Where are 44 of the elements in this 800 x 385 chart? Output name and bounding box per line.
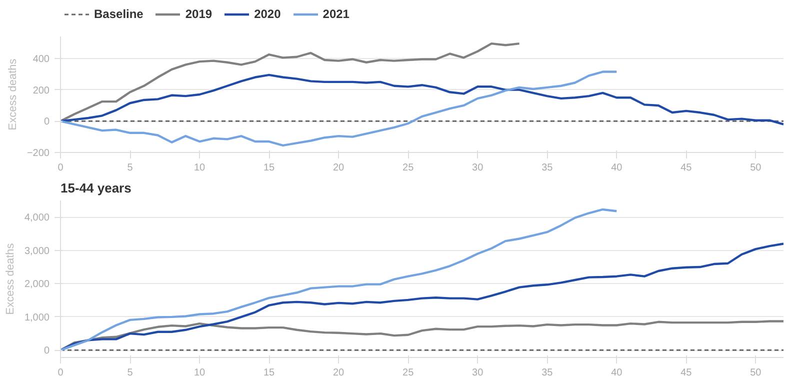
legend-label: 2021 xyxy=(322,7,350,21)
line-series xyxy=(60,70,618,147)
y-tick-label: 3,000 xyxy=(24,246,50,257)
x-tick-label: 25 xyxy=(402,162,414,174)
y-tick-label: 200 xyxy=(32,85,50,96)
x-tick-label: 35 xyxy=(542,162,554,174)
y-axis-title: Excess deaths xyxy=(4,242,16,315)
x-tick-label: 40 xyxy=(611,162,623,174)
y-tick-label: 0 xyxy=(44,346,50,357)
x-tick-label: 5 xyxy=(127,162,134,174)
x-tick-label: 0 xyxy=(58,368,64,378)
y-tick-label: 400 xyxy=(32,54,50,65)
y-tick-label: 0 xyxy=(44,116,50,128)
x-tick-label: 5 xyxy=(127,368,134,378)
x-tick-label: 50 xyxy=(750,368,762,378)
y-tick-label: 1,000 xyxy=(24,312,50,324)
y-tick-label: −200 xyxy=(26,148,50,159)
x-tick-label: 50 xyxy=(750,162,762,174)
line-series xyxy=(60,242,784,352)
x-tick-label: 15 xyxy=(263,368,276,378)
x-tick-label: 25 xyxy=(402,368,414,378)
y-axis-title: Excess deaths xyxy=(6,58,19,130)
x-tick-label: 20 xyxy=(333,368,345,378)
legend-label: 2020 xyxy=(254,7,281,21)
x-tick-label: 15 xyxy=(263,162,276,174)
x-tick-label: 0 xyxy=(58,162,64,174)
x-tick-label: 30 xyxy=(472,162,484,174)
x-tick-label: 10 xyxy=(194,368,206,378)
x-tick-label: 10 xyxy=(194,162,206,174)
x-tick-label: 35 xyxy=(542,368,554,378)
x-tick-label: 40 xyxy=(611,368,623,378)
y-tick-label: 4,000 xyxy=(24,212,50,224)
legend-label: Baseline xyxy=(94,7,144,21)
line-series xyxy=(60,42,520,122)
x-tick-label: 45 xyxy=(680,162,692,174)
line-series xyxy=(60,208,618,352)
line-series xyxy=(60,320,784,352)
x-tick-label: 20 xyxy=(333,162,345,174)
legend-label: 2019 xyxy=(185,7,212,21)
x-tick-label: 30 xyxy=(472,368,484,378)
x-tick-label: 45 xyxy=(680,368,692,378)
chart-title: 15-44 years xyxy=(60,180,132,196)
line-series xyxy=(60,74,784,126)
y-tick-label: 2,000 xyxy=(24,279,50,290)
